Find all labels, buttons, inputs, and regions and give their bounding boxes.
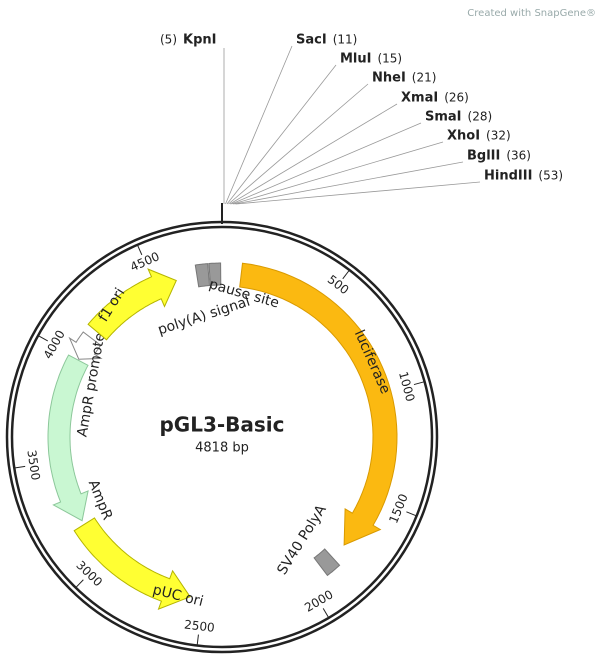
- tick-label: 1000: [396, 370, 418, 403]
- site-line: [235, 181, 481, 205]
- site-position: (26): [444, 91, 469, 105]
- tick-label: 3500: [24, 449, 42, 481]
- site-position: (11): [333, 33, 358, 47]
- site-position: (32): [486, 129, 511, 143]
- site-line: [229, 103, 398, 205]
- watermark: Created with SnapGene®: [467, 8, 596, 19]
- site-position: (21): [412, 71, 437, 85]
- site-position: (15): [377, 52, 402, 66]
- site-line: [232, 141, 444, 205]
- map-title: pGL3-Basic: [159, 413, 284, 437]
- site-name: SacI: [296, 33, 327, 48]
- site-name: NheI: [372, 71, 406, 86]
- feature-shape: [239, 262, 398, 546]
- feature-shape: [73, 517, 191, 610]
- tick-mark: [196, 634, 199, 645]
- tick-label: 2500: [183, 617, 215, 635]
- feature-shape: [208, 262, 222, 286]
- feature-shape: [313, 548, 341, 577]
- tick-label: 2000: [302, 587, 335, 615]
- map-size: 4818 bp: [195, 441, 249, 456]
- tick-label: 4500: [128, 249, 162, 274]
- site-name: XmaI: [401, 91, 438, 106]
- tick-label: 4000: [41, 328, 68, 362]
- feature-shape: [194, 263, 211, 288]
- site-name: KpnI: [183, 33, 216, 48]
- feature-shape: [68, 331, 103, 360]
- tick-mark: [413, 381, 424, 386]
- site-line: [225, 45, 293, 205]
- site-position: (53): [538, 169, 563, 183]
- site-name: BglII: [467, 149, 500, 164]
- tick-mark: [15, 465, 26, 469]
- backbone-inner: [10, 225, 434, 649]
- site-name: MluI: [340, 52, 371, 67]
- site-position: (5): [160, 33, 177, 47]
- site-position: (36): [506, 149, 531, 163]
- feature-shape: [47, 354, 89, 522]
- tick-mark: [342, 270, 350, 280]
- site-line: [226, 64, 337, 205]
- tick-mark: [38, 335, 48, 342]
- feature-shape: [87, 268, 177, 341]
- site-line: [228, 83, 369, 205]
- site-name: HindIII: [484, 169, 532, 184]
- tick-mark: [76, 579, 84, 588]
- tick-label: 1500: [386, 492, 410, 526]
- feature-label: AmpR: [85, 478, 116, 523]
- tick-label: 500: [325, 272, 352, 297]
- site-line: [231, 122, 422, 205]
- tick-mark: [137, 245, 143, 256]
- site-name: SmaI: [425, 110, 462, 125]
- site-position: (28): [468, 110, 493, 124]
- tick-mark: [406, 511, 416, 517]
- site-name: XhoI: [447, 129, 480, 144]
- tick-mark: [322, 608, 329, 618]
- site-line: [234, 161, 464, 205]
